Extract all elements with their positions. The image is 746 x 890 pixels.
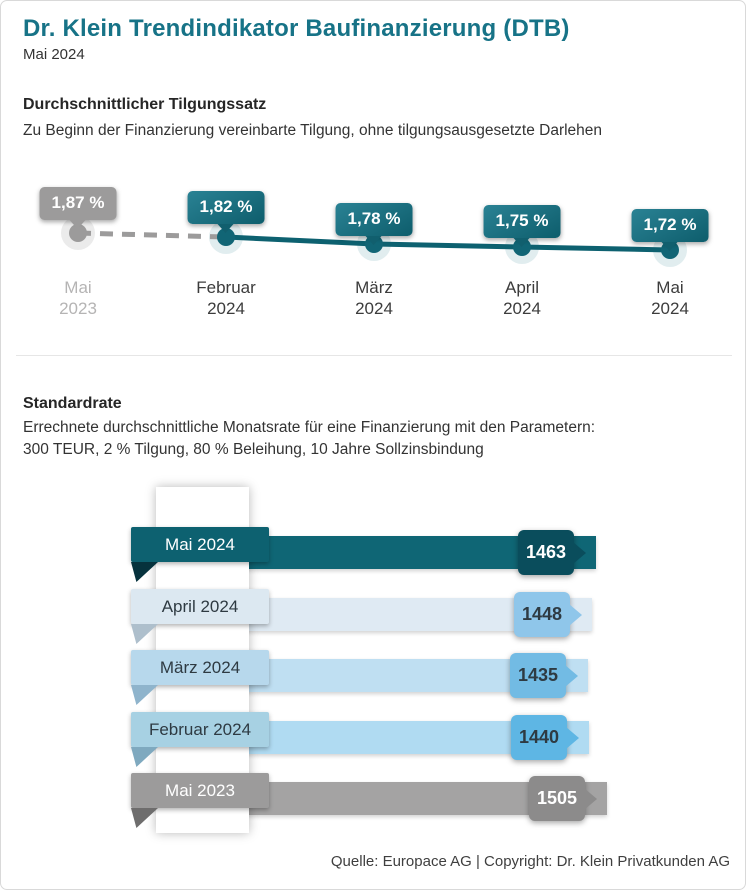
timeline-axis-label: Mai 2023 — [8, 277, 148, 319]
section-divider — [16, 355, 732, 356]
bar-label-tag: Mai 2023 — [131, 773, 269, 808]
bar-label-tag: Mai 2024 — [131, 527, 269, 562]
timeline-axis-label-line: 2024 — [207, 299, 245, 318]
bar-label-fold — [131, 562, 158, 582]
standardrate-value-badge: 1435 — [510, 653, 566, 698]
timeline-dashed-segment — [77, 230, 227, 240]
timeline-axis-label-line: 2023 — [59, 299, 97, 318]
tilgungssatz-section-title: Durchschnittlicher Tilgungssatz — [23, 96, 267, 113]
source-footer: Quelle: Europace AG | Copyright: Dr. Kle… — [330, 853, 730, 870]
standardrate-section-subtitle-line2: 300 TEUR, 2 % Tilgung, 80 % Beleihung, 1… — [23, 441, 484, 458]
tilgungssatz-section-subtitle: Zu Beginn der Finanzierung vereinbarte T… — [23, 122, 603, 139]
timeline-axis-label: Mai 2024 — [600, 277, 740, 319]
bar-label-fold — [131, 685, 158, 705]
timeline-axis-label-line: Mai — [656, 278, 684, 297]
timeline-axis-label-line: Februar — [196, 278, 256, 297]
tilgungssatz-value-badge: 1,87 % — [39, 187, 117, 220]
standardrate-value-badge: 1448 — [514, 592, 570, 637]
bar-label-tag: April 2024 — [131, 589, 269, 624]
standardrate-value-badge: 1505 — [529, 776, 585, 821]
standardrate-section-subtitle-line1: Errechnete durchschnittliche Monatsrate … — [23, 419, 596, 436]
bar-label-fold — [131, 624, 158, 644]
tilgung-timeline-plot — [61, 216, 687, 267]
timeline-axis-label-line: 2024 — [503, 299, 541, 318]
timeline-axis-label: Februar 2024 — [156, 277, 296, 319]
bar-label-fold — [131, 808, 158, 828]
tilgungssatz-value-badge: 1,72 % — [631, 209, 709, 242]
timeline-axis-label-line: 2024 — [651, 299, 689, 318]
standardrate-value-badge: 1463 — [518, 530, 574, 575]
standardrate-section-title: Standardrate — [23, 395, 122, 412]
timeline-axis-label-line: 2024 — [355, 299, 393, 318]
timeline-solid-line — [225, 234, 671, 253]
timeline-axis-label-line: März — [355, 278, 393, 297]
bar-label-tag: Februar 2024 — [131, 712, 269, 747]
timeline-axis-label: April 2024 — [452, 277, 592, 319]
standardrate-value-badge: 1440 — [511, 715, 567, 760]
report-month: Mai 2024 — [23, 46, 85, 63]
timeline-axis-label-line: April — [504, 278, 539, 297]
bar-label-fold — [131, 747, 158, 767]
tilgungssatz-value-badge: 1,82 % — [187, 191, 265, 224]
bar-label-tag: März 2024 — [131, 650, 269, 685]
tilgungssatz-value-badge: 1,75 % — [483, 205, 561, 238]
page-title: Dr. Klein Trendindikator Baufinanzierung… — [23, 15, 570, 42]
standardrate-bar-chart: Mai 2024 1463 April 2024 1448 März 2024 1435 F… — [1, 481, 745, 849]
timeline-axis-label: März 2024 — [304, 277, 444, 319]
tilgungssatz-value-badge: 1,78 % — [335, 203, 413, 236]
timeline-axis-label-line: Mai — [64, 278, 92, 297]
